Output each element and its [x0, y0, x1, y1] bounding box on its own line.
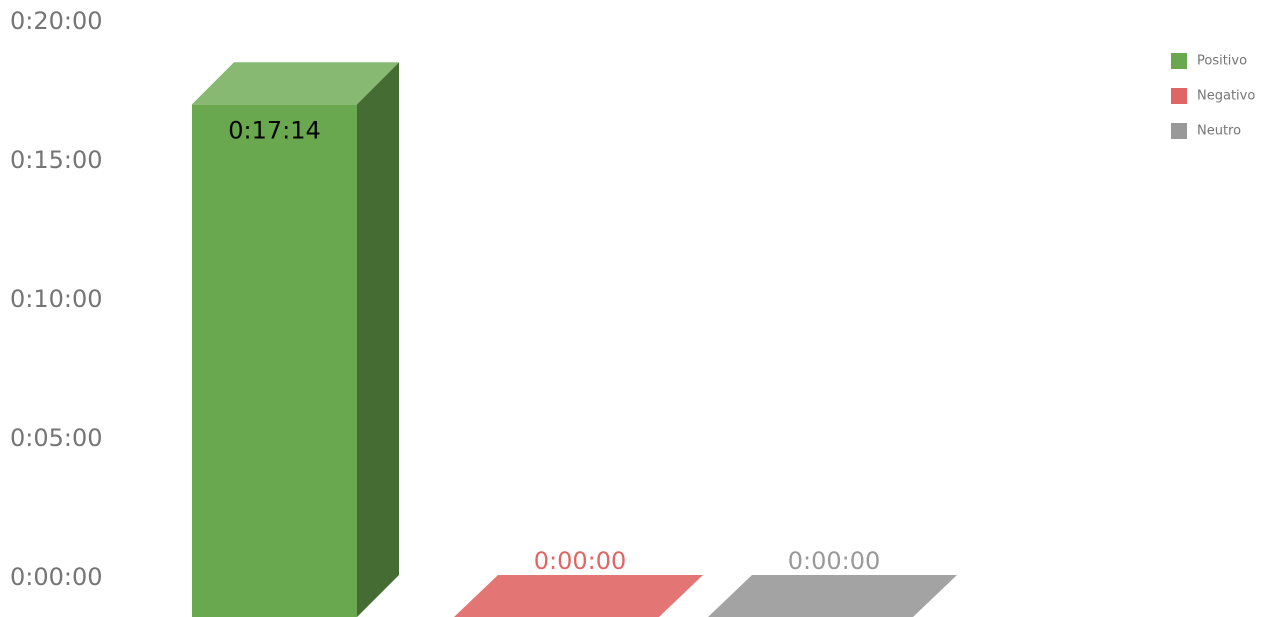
legend-swatch	[1171, 88, 1187, 104]
data-label: 0:17:14	[228, 116, 321, 144]
bar-positivo[interactable]	[192, 62, 399, 617]
bars	[192, 62, 957, 617]
legend-swatch	[1171, 123, 1187, 139]
bar-front-face	[192, 104, 357, 617]
legend-item-positivo[interactable]: Positivo	[1171, 53, 1247, 69]
legend-label: Negativo	[1197, 89, 1255, 104]
bar-top-face	[192, 62, 399, 105]
bar-neutro[interactable]	[708, 575, 957, 617]
legend-label: Positivo	[1197, 54, 1247, 69]
bar-flat-face	[708, 575, 957, 617]
legend-item-negativo[interactable]: Negativo	[1171, 88, 1255, 104]
data-label: 0:00:00	[788, 547, 881, 575]
y-tick-label: 0:15:00	[10, 146, 103, 174]
y-tick-label: 0:00:00	[10, 563, 103, 591]
bar-negativo[interactable]	[454, 575, 703, 617]
legend-swatch	[1171, 53, 1187, 69]
y-tick-label: 0:05:00	[10, 424, 103, 452]
bar-flat-face	[454, 575, 703, 617]
legend-item-neutro[interactable]: Neutro	[1171, 123, 1241, 139]
data-labels: 0:17:14 0:00:00 0:00:00	[228, 116, 882, 576]
bar-side-face	[357, 62, 399, 617]
legend-label: Neutro	[1197, 124, 1241, 139]
legend[interactable]: Positivo Negativo Neutro	[1171, 53, 1255, 139]
y-tick-label: 0:10:00	[10, 285, 103, 313]
data-label: 0:00:00	[534, 547, 627, 575]
y-axis: 0:00:00 0:05:00 0:10:00 0:15:00 0:20:00	[10, 7, 103, 591]
y-tick-label: 0:20:00	[10, 7, 103, 35]
